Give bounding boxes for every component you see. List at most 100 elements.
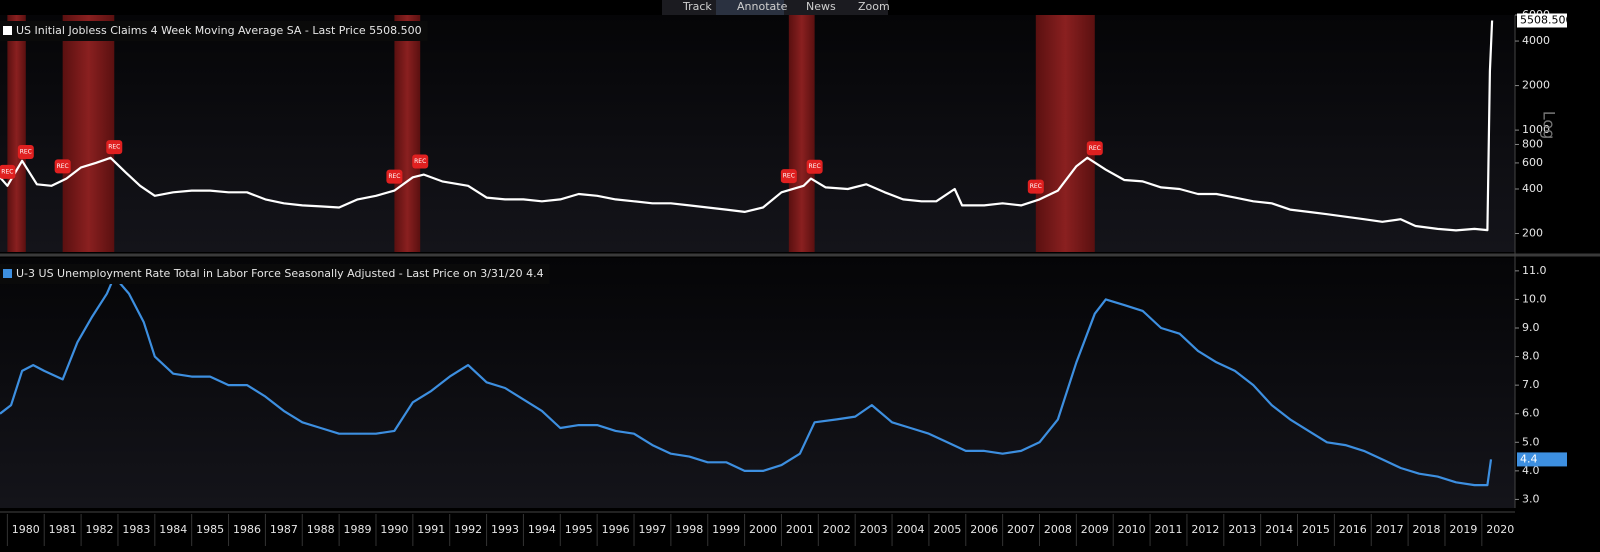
recession-band bbox=[394, 15, 421, 252]
y-tick-label: 8.0 bbox=[1522, 350, 1540, 363]
toolbar-button[interactable]: Annotate bbox=[737, 0, 788, 13]
panel-0: 2004006008001000200040006000LogRECRECREC… bbox=[0, 8, 1573, 252]
x-tick-label: 2013 bbox=[1228, 523, 1256, 536]
x-tick-label: 2019 bbox=[1449, 523, 1477, 536]
x-tick-label: 2004 bbox=[896, 523, 924, 536]
rec-tag bbox=[1027, 179, 1044, 194]
last-price-label: 5508.500 bbox=[1520, 13, 1573, 26]
legend-swatch bbox=[3, 269, 12, 278]
bottom-panel bbox=[0, 258, 1515, 508]
rec-tag bbox=[1086, 141, 1103, 156]
toolbar-button[interactable]: Zoom bbox=[858, 0, 890, 13]
x-tick-label: 2020 bbox=[1486, 523, 1514, 536]
x-tick-label: 1984 bbox=[159, 523, 187, 536]
rec-tag-label: REC bbox=[1030, 183, 1042, 190]
x-tick-label: 2007 bbox=[1007, 523, 1035, 536]
x-tick-label: 2005 bbox=[933, 523, 961, 536]
y-tick-label: 6.0 bbox=[1522, 407, 1540, 420]
toolbar: Track Annotate News Zoom bbox=[662, 0, 890, 15]
y-tick-label: 5.0 bbox=[1522, 435, 1540, 448]
x-tick-label: 1999 bbox=[712, 523, 740, 536]
x-tick-label: 1982 bbox=[86, 523, 114, 536]
x-tick-label: 2002 bbox=[823, 523, 851, 536]
rec-tag-label: REC bbox=[809, 163, 821, 170]
series-line bbox=[0, 275, 1493, 487]
rec-tag bbox=[412, 154, 429, 169]
rec-tag bbox=[106, 140, 123, 155]
x-tick-label: 1985 bbox=[196, 523, 224, 536]
rec-tag-label: REC bbox=[108, 144, 120, 151]
rec-tag-label: REC bbox=[57, 163, 69, 170]
x-tick-label: 1987 bbox=[270, 523, 298, 536]
x-tick-label: 2001 bbox=[786, 523, 814, 536]
x-tick-label: 2010 bbox=[1118, 523, 1146, 536]
rec-tag bbox=[386, 169, 403, 184]
x-tick-label: 1981 bbox=[49, 523, 77, 536]
x-tick-label: 2017 bbox=[1376, 523, 1404, 536]
rec-tag bbox=[0, 164, 16, 179]
x-tick-label: 1998 bbox=[675, 523, 703, 536]
rec-tag-label: REC bbox=[388, 173, 400, 180]
y-tick-label: 7.0 bbox=[1522, 378, 1540, 391]
panel-1: 3.0 4.0 5.0 6.0 7.0 8.0 9.0 10.0 11.0 U-3 US Unem… bbox=[0, 264, 1567, 546]
y-tick-label: 1000 bbox=[1522, 123, 1550, 136]
y-tick-label: 3.0 bbox=[1522, 492, 1540, 505]
x-tick-label: 1996 bbox=[602, 523, 630, 536]
y-tick-label: 4.0 bbox=[1522, 464, 1540, 477]
recession-band bbox=[62, 15, 115, 252]
recession-band bbox=[788, 15, 815, 252]
rec-tag bbox=[806, 159, 823, 174]
y-tick-label: 9.0 bbox=[1522, 321, 1540, 334]
x-tick-label: 1983 bbox=[122, 523, 150, 536]
legend-label: U-3 US Unemployment Rate Total in Labor … bbox=[16, 267, 544, 280]
rec-tag-label: REC bbox=[414, 158, 426, 165]
x-tick-label: 1995 bbox=[565, 523, 593, 536]
y-tick-label: 2000 bbox=[1522, 79, 1550, 92]
toolbar-button[interactable]: News bbox=[806, 0, 836, 13]
x-tick-label: 1986 bbox=[233, 523, 261, 536]
x-tick-label: 2011 bbox=[1155, 523, 1183, 536]
y-tick-label: 800 bbox=[1522, 137, 1543, 150]
rec-tag bbox=[780, 169, 797, 184]
recession-band bbox=[1035, 15, 1095, 252]
x-tick-label: 2018 bbox=[1413, 523, 1441, 536]
toolbar-button[interactable]: Track bbox=[682, 0, 712, 13]
last-price-label: 4.4 bbox=[1520, 452, 1538, 465]
x-tick-label: 2015 bbox=[1302, 523, 1330, 536]
last-price-bg bbox=[1517, 452, 1567, 467]
x-tick-label: 1988 bbox=[307, 523, 335, 536]
legend-label: US Initial Jobless Claims 4 Week Moving … bbox=[16, 24, 422, 37]
x-tick-label: 2000 bbox=[749, 523, 777, 536]
axis-label: Log bbox=[1540, 111, 1559, 140]
legend-bg bbox=[0, 21, 428, 41]
series-line bbox=[0, 20, 1494, 232]
y-tick-label: 200 bbox=[1522, 227, 1543, 240]
recession-band bbox=[7, 15, 26, 252]
rec-tag-label: REC bbox=[783, 173, 795, 180]
legend-swatch bbox=[3, 26, 12, 35]
x-tick-label: 2006 bbox=[970, 523, 998, 536]
y-tick-label: 600 bbox=[1522, 156, 1543, 169]
x-tick-label: 1989 bbox=[344, 523, 372, 536]
rec-tag-label: REC bbox=[20, 148, 32, 155]
y-tick-label: 11.0 bbox=[1522, 264, 1547, 277]
x-tick-label: 1993 bbox=[491, 523, 519, 536]
x-tick-label: 2012 bbox=[1191, 523, 1219, 536]
x-tick-label: 1997 bbox=[638, 523, 666, 536]
y-tick-label: 4000 bbox=[1522, 34, 1550, 47]
toolbar-active bbox=[716, 0, 784, 15]
rec-tag bbox=[54, 159, 71, 174]
x-tick-label: 2008 bbox=[1044, 523, 1072, 536]
rec-tag-label: REC bbox=[1089, 145, 1101, 152]
top-panel bbox=[0, 15, 1515, 252]
x-tick-label: 1990 bbox=[380, 523, 408, 536]
x-tick-label: 1994 bbox=[528, 523, 556, 536]
y-tick-label: 400 bbox=[1522, 182, 1543, 195]
x-tick-label: 2014 bbox=[1265, 523, 1293, 536]
x-tick-label: 2009 bbox=[1081, 523, 1109, 536]
x-tick-label: 2003 bbox=[860, 523, 888, 536]
rec-tag bbox=[17, 144, 34, 159]
x-tick-label: 1992 bbox=[454, 523, 482, 536]
